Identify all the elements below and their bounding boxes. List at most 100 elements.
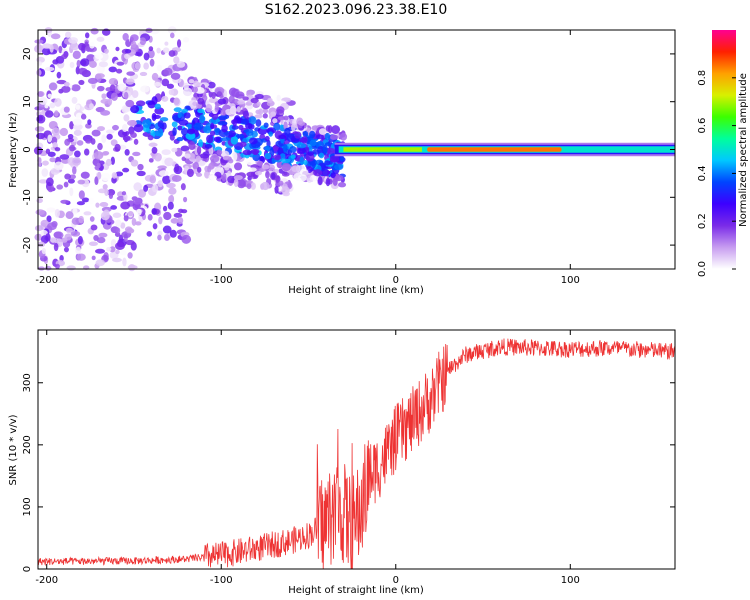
spectrogram-blob [106, 133, 113, 140]
spectrogram-blob [123, 215, 129, 222]
spectrogram-blob [109, 84, 116, 93]
spectrogram-blob [216, 91, 223, 97]
spectrogram-blob [49, 157, 56, 163]
spectrogram-blob [284, 127, 291, 137]
spectrogram-blob [248, 116, 257, 125]
spectrogram-blob [331, 125, 341, 134]
spectrogram-blob [221, 124, 228, 133]
spectrogram-blob [71, 84, 81, 92]
spectrogram-blob [65, 211, 74, 220]
spectrogram-blob [130, 34, 139, 42]
spectrogram-blob [227, 175, 236, 184]
spectrogram-blob [58, 45, 63, 54]
spectrogram-blob [338, 182, 347, 188]
spectrogram-blob [162, 205, 168, 212]
spectrogram-blob [69, 121, 74, 130]
spectrogram-blob [131, 90, 139, 99]
spectrogram-blob [167, 201, 174, 210]
spectrogram-blob [294, 131, 302, 139]
y-tick-label: 20 [22, 48, 33, 61]
y-tick-label: 0 [22, 566, 33, 572]
spectrogram-blob [279, 153, 286, 160]
spectrogram-blob [110, 139, 118, 147]
spectrogram-blob [192, 101, 198, 107]
spectrogram-blob [154, 152, 162, 162]
spectrogram-blob [263, 122, 269, 128]
spectrogram-blob [157, 234, 162, 241]
spectrogram-blob [40, 235, 49, 244]
spectrogram-blob [89, 103, 94, 110]
spectrogram-blob [47, 93, 52, 98]
spectrogram-blob [97, 126, 105, 132]
spectrogram-blob [312, 149, 320, 155]
spectrogram-blob [324, 132, 331, 141]
spectrogram-blob [264, 135, 270, 142]
spectrogram-blob [329, 155, 340, 163]
spectrogram-blob [217, 98, 227, 105]
spectrogram-blob [54, 208, 60, 218]
spectrogram-blob [176, 39, 182, 48]
spectrogram-blob [161, 95, 169, 102]
spectrogram-blob [282, 144, 288, 153]
colorbar-label: Normalized spectral amplitude [738, 73, 749, 227]
spectrogram-blob [235, 134, 245, 139]
spectrogram-blob [164, 157, 174, 167]
spectrogram-blob [59, 154, 70, 160]
spectrogram-blob [147, 214, 153, 221]
spectrogram-blob [76, 140, 84, 146]
spectrogram-blob [149, 58, 155, 67]
spectrogram-blob [207, 81, 216, 89]
spectrogram-blob [162, 225, 172, 234]
spectrogram-blob [108, 77, 118, 86]
spectrogram-blob [170, 217, 179, 224]
spectrogram-blob [39, 97, 48, 105]
spectrogram-blob [171, 147, 178, 153]
spectrogram-blob [107, 189, 116, 196]
snr-plot-area [38, 330, 675, 569]
spectrogram-blob [324, 142, 331, 147]
spectrogram-blob [127, 120, 137, 127]
colorbar-tick-label: 0.2 [697, 213, 708, 229]
spectrogram-blob [302, 131, 309, 138]
spectrogram-blob [162, 175, 171, 185]
colorbar-tick-label: 0.4 [697, 165, 708, 181]
spectrogram-blob [176, 137, 184, 142]
spectrogram-blob [64, 138, 71, 146]
spectrogram-blob [330, 172, 336, 179]
spectrogram-blob [110, 239, 117, 248]
spectrogram-blob [122, 167, 130, 173]
spectrogram-blob [178, 119, 189, 126]
spectrogram-blob [161, 149, 171, 156]
snr-y-axis-label: SNR (10 * v/v) [8, 414, 19, 485]
spectrogram-blob [56, 79, 67, 85]
spectrogram-blob [173, 97, 180, 105]
spectrogram-blob [181, 234, 192, 244]
spectrogram-blob [42, 43, 52, 49]
spectrogram-blob [282, 191, 290, 197]
spectrogram-blob [281, 172, 290, 177]
spectrogram-blob [254, 114, 263, 119]
spectrogram-blob [182, 179, 189, 184]
spectrogram-blob [45, 148, 51, 155]
spectrogram-blob [158, 128, 164, 137]
spectrogram-blob [322, 144, 328, 154]
spectrogram-blob [66, 265, 76, 271]
spectrogram-blob [256, 101, 261, 107]
spectrogram-blob [133, 182, 143, 192]
spectrogram-blob [327, 125, 333, 134]
spectrogram-blob [63, 247, 69, 253]
spectrogram-blob [76, 59, 81, 68]
spectrogram-blob [260, 181, 270, 191]
spectrogram-blob [104, 48, 109, 54]
spectrogram-blob [96, 85, 105, 92]
spectrogram-blob [159, 117, 169, 122]
spectrogram-blob [329, 134, 339, 140]
spectrogram-y-ticks: -20 -10 0 10 20 [22, 48, 675, 253]
spectrogram-blob [222, 155, 231, 161]
spectrogram-blob [100, 211, 110, 221]
figure-title: S162.2023.096.23.38.E10 [265, 2, 448, 18]
band-peak [427, 147, 562, 152]
spectrogram-blob [134, 62, 141, 70]
spectrogram-blob [151, 184, 159, 193]
spectrogram-blob [91, 129, 101, 137]
